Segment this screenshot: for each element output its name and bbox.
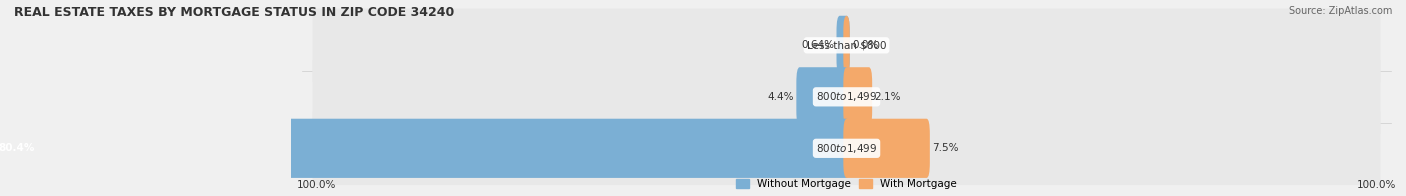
Text: 7.5%: 7.5% — [932, 143, 959, 153]
Text: 2.1%: 2.1% — [875, 92, 901, 102]
FancyBboxPatch shape — [312, 9, 1381, 82]
Text: 100.0%: 100.0% — [297, 180, 336, 190]
FancyBboxPatch shape — [0, 119, 849, 178]
Text: Less than $800: Less than $800 — [807, 40, 886, 50]
FancyBboxPatch shape — [844, 67, 872, 126]
FancyBboxPatch shape — [312, 60, 1381, 134]
FancyBboxPatch shape — [837, 16, 849, 75]
Text: 80.4%: 80.4% — [0, 143, 35, 153]
Text: 0.0%: 0.0% — [852, 40, 879, 50]
FancyBboxPatch shape — [796, 67, 849, 126]
Text: 4.4%: 4.4% — [768, 92, 794, 102]
Text: 0.64%: 0.64% — [801, 40, 834, 50]
FancyBboxPatch shape — [844, 16, 849, 75]
Text: REAL ESTATE TAXES BY MORTGAGE STATUS IN ZIP CODE 34240: REAL ESTATE TAXES BY MORTGAGE STATUS IN … — [14, 6, 454, 19]
Text: Source: ZipAtlas.com: Source: ZipAtlas.com — [1288, 6, 1392, 16]
Legend: Without Mortgage, With Mortgage: Without Mortgage, With Mortgage — [733, 175, 962, 194]
Text: 100.0%: 100.0% — [1357, 180, 1396, 190]
Text: $800 to $1,499: $800 to $1,499 — [815, 142, 877, 155]
FancyBboxPatch shape — [312, 112, 1381, 185]
Text: $800 to $1,499: $800 to $1,499 — [815, 90, 877, 103]
FancyBboxPatch shape — [844, 119, 929, 178]
